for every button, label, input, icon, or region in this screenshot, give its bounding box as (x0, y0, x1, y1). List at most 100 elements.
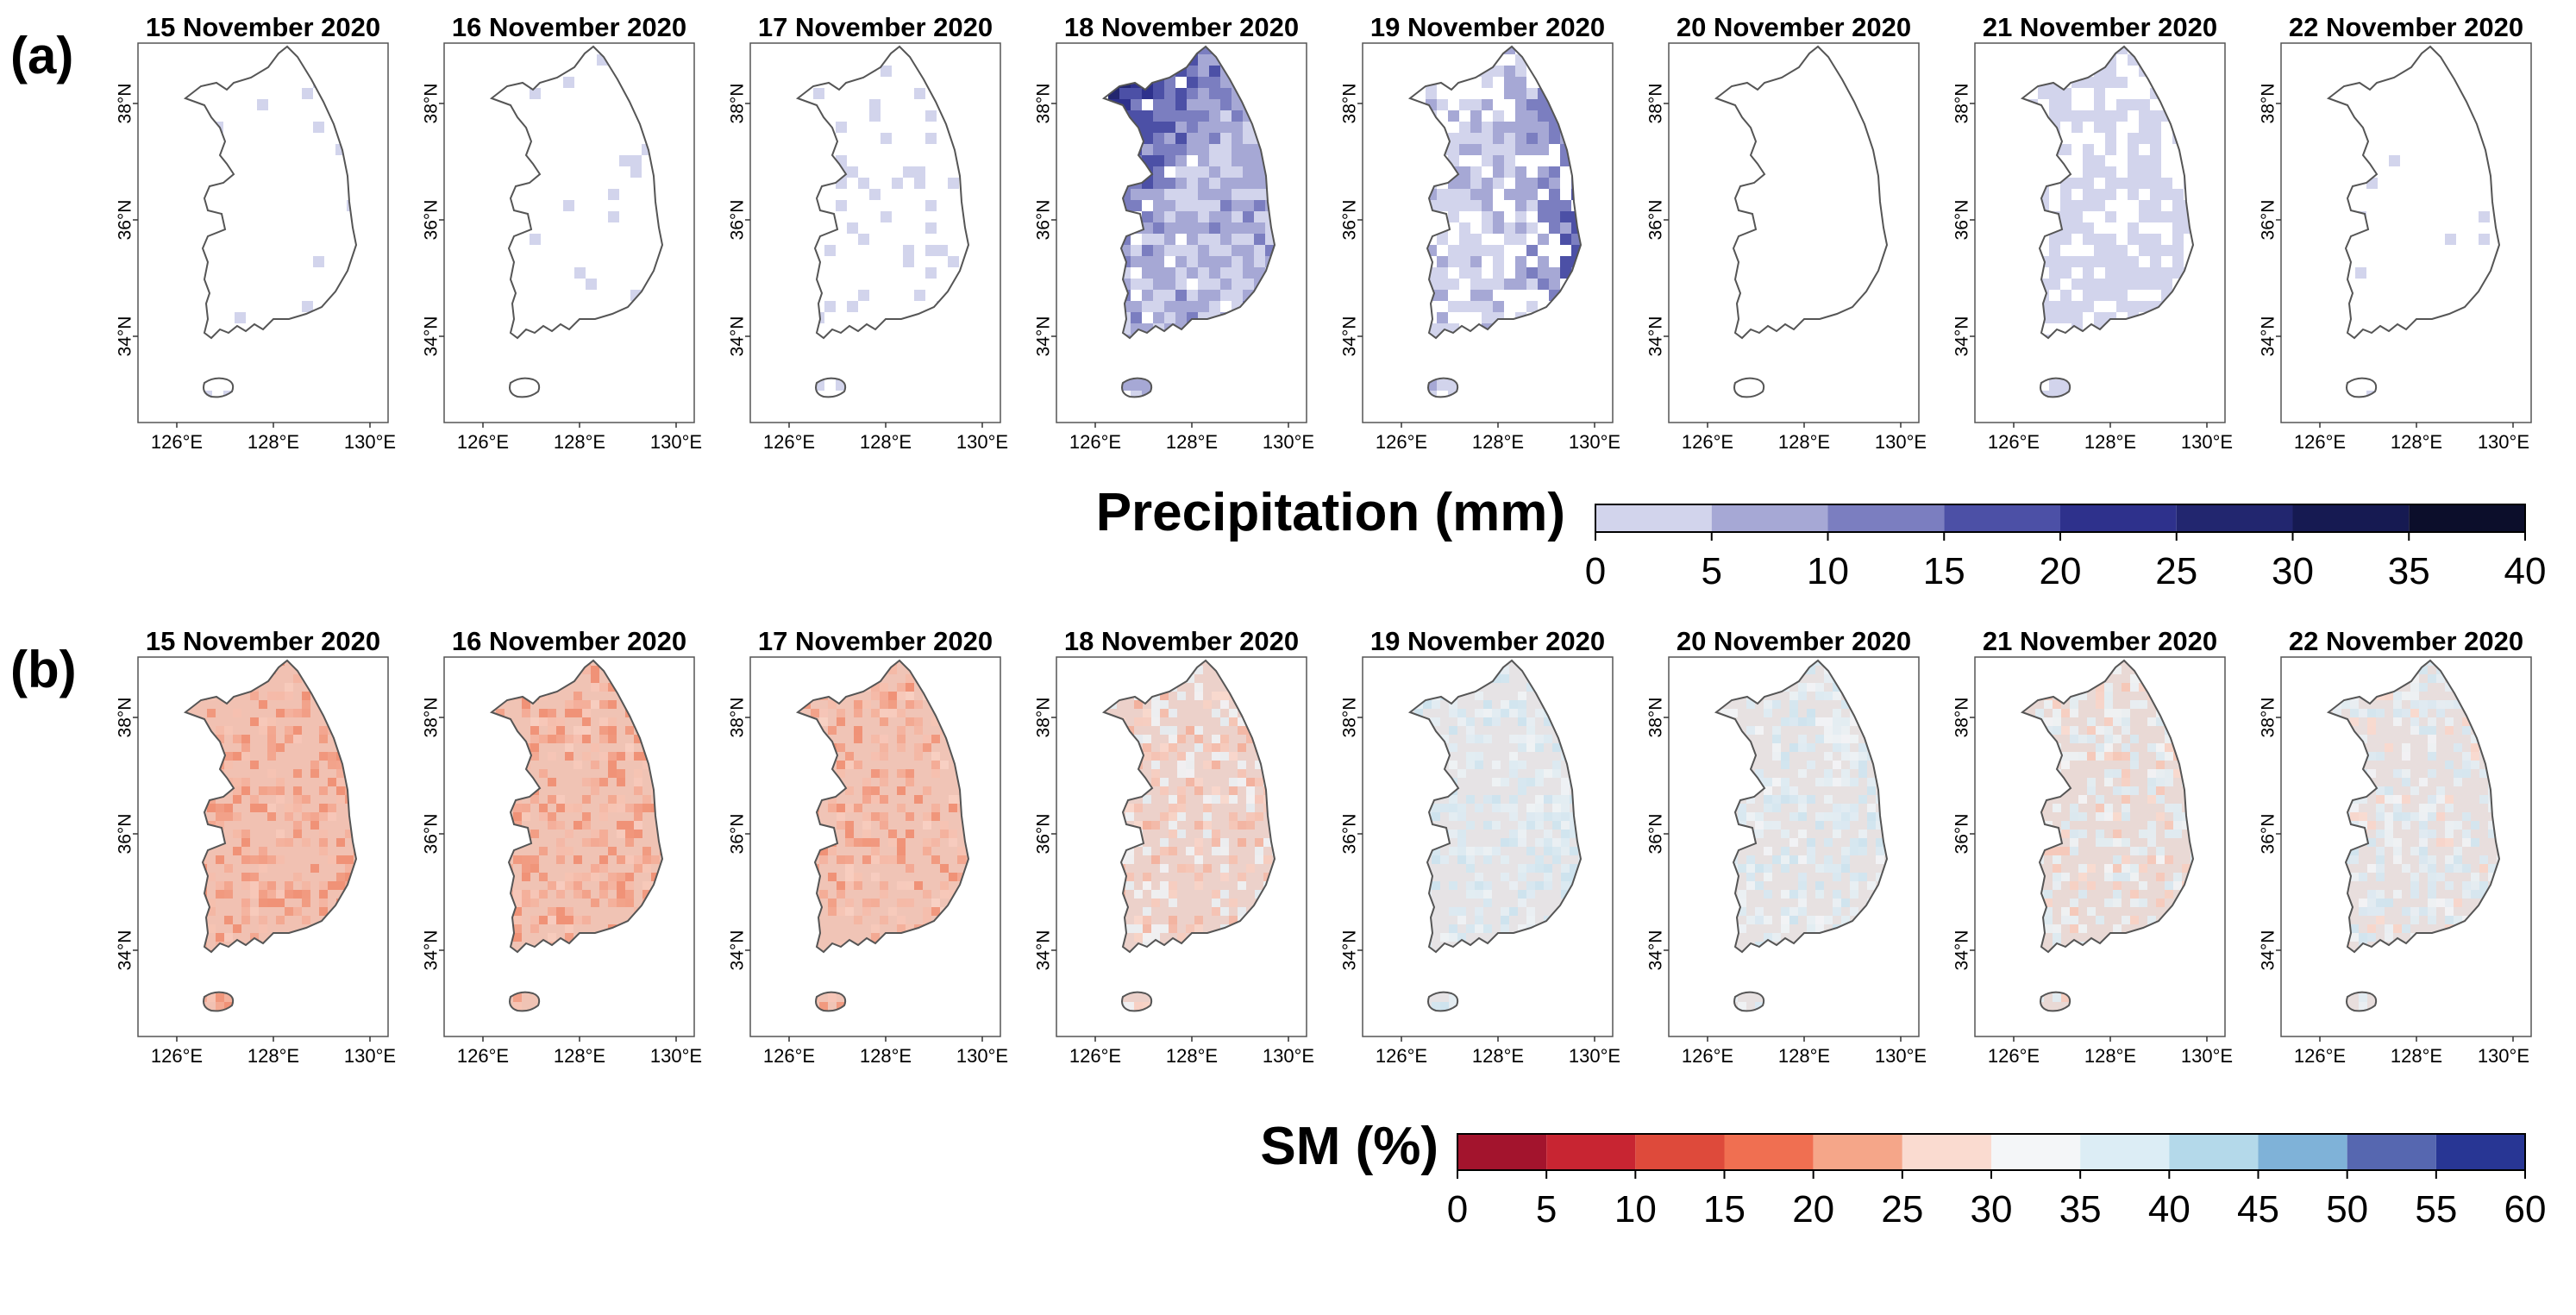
precip-cell (2049, 234, 2060, 245)
precip-cell (1254, 245, 1265, 256)
sm-cell (845, 761, 854, 769)
sm-cell (2165, 890, 2173, 899)
sm-cell (2113, 838, 2122, 847)
precip-cell (1571, 234, 1581, 245)
precip-cell (2105, 110, 2116, 122)
precip-cell (2060, 312, 2071, 323)
precip-cell (1153, 256, 1164, 267)
sm-cell (1850, 761, 1858, 769)
colorbar-tick-label: 30 (1971, 1188, 2013, 1230)
sm-cell (1850, 847, 1858, 855)
sm-cell (1544, 735, 1552, 743)
sm-cell (1526, 683, 1535, 692)
sm-cell (582, 717, 591, 726)
sm-cell (319, 804, 328, 812)
sm-cell (2070, 700, 2078, 709)
sm-cell (2104, 812, 2113, 821)
sm-cell (1134, 821, 1143, 830)
sm-cell (1850, 812, 1858, 821)
colorbar-swatch (2080, 1134, 2170, 1170)
sm-cell (1432, 812, 1440, 821)
sm-cell (1203, 795, 1212, 804)
precip-cell (2116, 110, 2128, 122)
sm-cell (1561, 786, 1570, 795)
sm-cell (2376, 847, 2385, 855)
precip-cell (1482, 211, 1493, 222)
sm-cell (871, 795, 880, 804)
sm-cell (880, 735, 888, 743)
sm-cell (837, 881, 845, 890)
sm-cell (949, 804, 957, 812)
sm-cell (1483, 735, 1492, 743)
precip-cell (2071, 301, 2083, 312)
sm-cell (1544, 873, 1552, 881)
sm-cell (1815, 881, 1824, 890)
sm-cell (530, 864, 539, 873)
sm-cell (2087, 735, 2096, 743)
sm-cell (2165, 778, 2173, 786)
precip-cell (1209, 301, 1220, 312)
sm-cell (2445, 907, 2454, 916)
sm-cell (2428, 830, 2436, 838)
sm-cell (293, 769, 302, 778)
sm-cell (2104, 769, 2113, 778)
sm-cell (2104, 838, 2113, 847)
precip-cell (1482, 222, 1493, 234)
sm-cell (906, 924, 914, 933)
sm-cell (1440, 735, 1449, 743)
sm-cell (259, 864, 267, 873)
precip-cell (2105, 211, 2116, 222)
sm-cell (2419, 812, 2428, 821)
precip-cell (1153, 144, 1164, 155)
sm-cell (1798, 890, 1807, 899)
sm-cell (1449, 804, 1457, 812)
sm-cell (1544, 812, 1552, 821)
sm-cell (2367, 752, 2376, 761)
sm-cell (207, 804, 216, 812)
lon-tick-label: 128°E (248, 431, 299, 453)
precip-cell (1437, 379, 1448, 391)
precip-cell (1232, 122, 1243, 133)
sm-cell (2165, 743, 2173, 752)
precip-cell (2139, 178, 2150, 189)
sm-cell (940, 881, 949, 890)
precip-cell (1515, 122, 1526, 133)
sm-cell (871, 769, 880, 778)
precip-cell (1254, 256, 1265, 267)
sm-cell (634, 735, 642, 743)
sm-cell (310, 821, 319, 830)
sm-cell (591, 700, 599, 709)
precip-cell (1131, 88, 1142, 99)
sm-cell (2130, 899, 2139, 907)
lon-tick-label: 130°E (956, 1045, 1008, 1067)
sm-cell (565, 830, 573, 838)
sm-cell (1807, 847, 1815, 855)
sm-cell (1255, 855, 1263, 864)
sm-cell (241, 752, 250, 761)
sm-cell (259, 726, 267, 735)
sm-cell (2428, 804, 2436, 812)
precip-cell (1493, 222, 1504, 234)
sm-cell (2122, 743, 2130, 752)
lat-tick-label: 38°N (1646, 698, 1666, 738)
precip-cell (2172, 211, 2184, 222)
precip-cell (1504, 234, 1515, 245)
sm-cell (1746, 855, 1755, 864)
precip-cell (1220, 99, 1232, 110)
sm-cell (1151, 890, 1160, 899)
sm-cell (2410, 692, 2419, 700)
sm-cell (1194, 743, 1203, 752)
precip-cell (2060, 110, 2071, 122)
sm-cell (2462, 890, 2471, 899)
precip-cell (1437, 279, 1448, 290)
sm-cell (1746, 881, 1755, 890)
sm-cell (1212, 735, 1220, 743)
precip-cell (1175, 88, 1187, 99)
sm-cell (310, 864, 319, 873)
sm-cell (642, 804, 651, 812)
precip-cell (1175, 256, 1187, 267)
sm-cell (1781, 830, 1789, 838)
sm-cell (1789, 700, 1798, 709)
